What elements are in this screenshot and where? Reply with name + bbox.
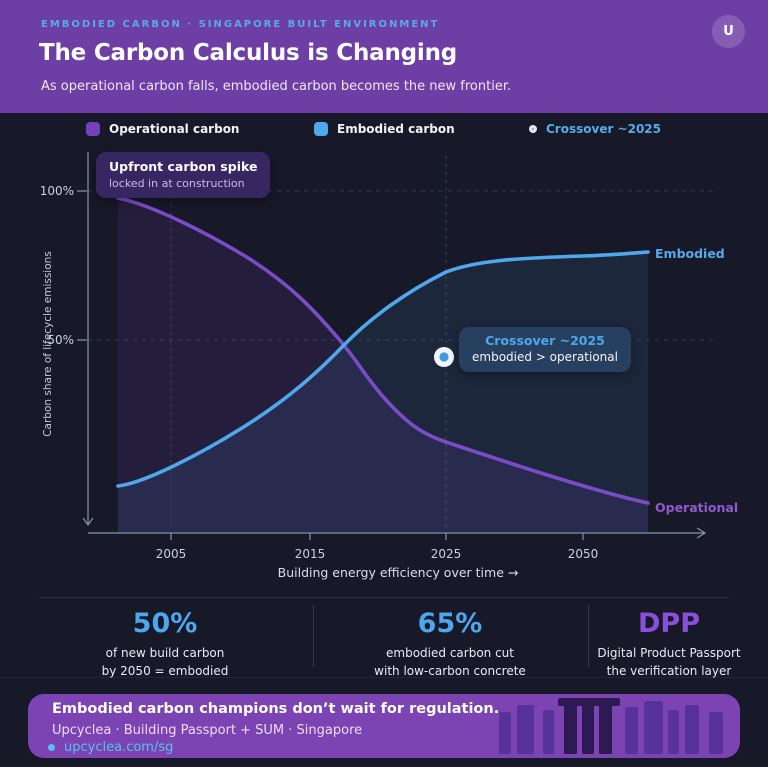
footer-byline: Upcyclea · Building Passport + SUM · Sin… — [52, 723, 363, 738]
tooltip-title: Upfront carbon spike — [109, 159, 258, 174]
footer-title: Embodied carbon champions don’t wait for… — [52, 701, 500, 717]
embodied-area-fill — [118, 252, 648, 532]
embodied-curve — [116, 250, 650, 488]
stat-caption: embodied carbon cut with low-carbon conc… — [330, 644, 570, 680]
y-axis-label: Carbon share of lifecycle emissions — [42, 251, 54, 437]
legend-item-operational: Operational carbon — [86, 120, 239, 138]
embodied-line-label: Embodied — [655, 246, 725, 261]
skyline-graphic — [499, 698, 723, 754]
chart-legend: Operational carbon Embodied carbon Cross… — [0, 120, 768, 140]
tooltip-subtitle: locked in at construction — [109, 177, 245, 190]
legend-label: Operational carbon — [109, 122, 240, 136]
stat-caption-line: by 2050 = embodied — [101, 663, 229, 678]
stat-caption-line: Digital Product Passport — [597, 645, 741, 660]
tooltip-subtitle: embodied > operational — [472, 350, 618, 364]
operational-swatch-icon — [86, 122, 100, 136]
stat-caption-line: of new build carbon — [105, 645, 225, 660]
line-chart-plot — [77, 152, 714, 540]
stat-caption-line: with low-carbon concrete — [374, 663, 526, 678]
divider — [313, 605, 314, 667]
y-tick-50: 50% — [47, 333, 74, 347]
divider — [0, 677, 768, 678]
x-tick-2005: 2005 — [155, 547, 187, 561]
operational-line-label: Operational — [655, 500, 739, 515]
chart: Operational carbon Embodied carbon Cross… — [0, 110, 768, 590]
legend-item-embodied: Embodied carbon — [314, 120, 455, 138]
x-axis-arrow-icon — [696, 527, 707, 539]
stat-caption: Digital Product Passport the verificatio… — [583, 644, 755, 680]
x-tick-2025: 2025 — [430, 547, 462, 561]
stat-value: DPP — [638, 608, 700, 639]
crossover-dot-icon — [529, 125, 537, 133]
divider — [588, 605, 589, 667]
embodied-swatch-icon — [314, 122, 328, 136]
footer-link-text: upcyclea.com/sg — [64, 740, 174, 755]
operational-area-fill — [118, 198, 648, 532]
stat-caption-line: the verification layer — [606, 663, 732, 678]
y-tick-100: 100% — [39, 184, 74, 198]
stats-strip: 50% of new build carbon by 2050 = embodi… — [0, 597, 768, 680]
crossover-tooltip: Crossover ~2025 embodied > operational — [459, 327, 631, 372]
stat-embodied-share: 50% of new build carbon by 2050 = embodi… — [40, 609, 290, 680]
page-subtitle: As operational carbon falls, embodied ca… — [41, 79, 512, 94]
crossover-marker-dot — [439, 352, 449, 362]
logo-letter: U — [723, 24, 734, 39]
bullet-dot-icon — [48, 744, 55, 751]
legend-item-crossover: Crossover ~2025 — [529, 120, 661, 138]
footer-banner: Embodied carbon champions don’t wait for… — [28, 694, 740, 758]
x-tick-2050: 2050 — [567, 547, 599, 561]
legend-label: Crossover ~2025 — [546, 122, 662, 136]
footer-link[interactable]: upcyclea.com/sg — [48, 740, 173, 755]
operational-curve — [116, 196, 650, 505]
logo-badge: U — [712, 15, 745, 48]
eyebrow-label: EMBODIED CARBON · SINGAPORE BUILT ENVIRO… — [41, 19, 440, 30]
stat-concrete-cut: 65% embodied carbon cut with low-carbon … — [330, 609, 570, 680]
x-axis-label: Building energy efficiency over time → — [277, 565, 519, 580]
stat-caption: of new build carbon by 2050 = embodied — [40, 644, 290, 680]
marina-bay-sands-icon — [558, 698, 620, 754]
x-tick-2015: 2015 — [294, 547, 326, 561]
tooltip-title: Crossover ~2025 — [485, 333, 605, 348]
stat-dpp: DPP Digital Product Passport the verific… — [583, 609, 755, 680]
stat-caption-line: embodied carbon cut — [386, 645, 514, 660]
divider — [38, 597, 730, 598]
upfront-spike-tooltip: Upfront carbon spike locked in at constr… — [96, 152, 271, 198]
stat-value: 50% — [132, 608, 198, 639]
page-title: The Carbon Calculus is Changing — [39, 40, 458, 66]
y-axis-arrow-icon — [82, 517, 94, 527]
header: EMBODIED CARBON · SINGAPORE BUILT ENVIRO… — [0, 0, 768, 113]
stat-value: 65% — [417, 608, 483, 639]
legend-label: Embodied carbon — [337, 122, 455, 136]
